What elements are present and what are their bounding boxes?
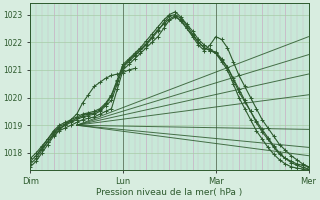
X-axis label: Pression niveau de la mer( hPa ): Pression niveau de la mer( hPa )	[96, 188, 243, 197]
